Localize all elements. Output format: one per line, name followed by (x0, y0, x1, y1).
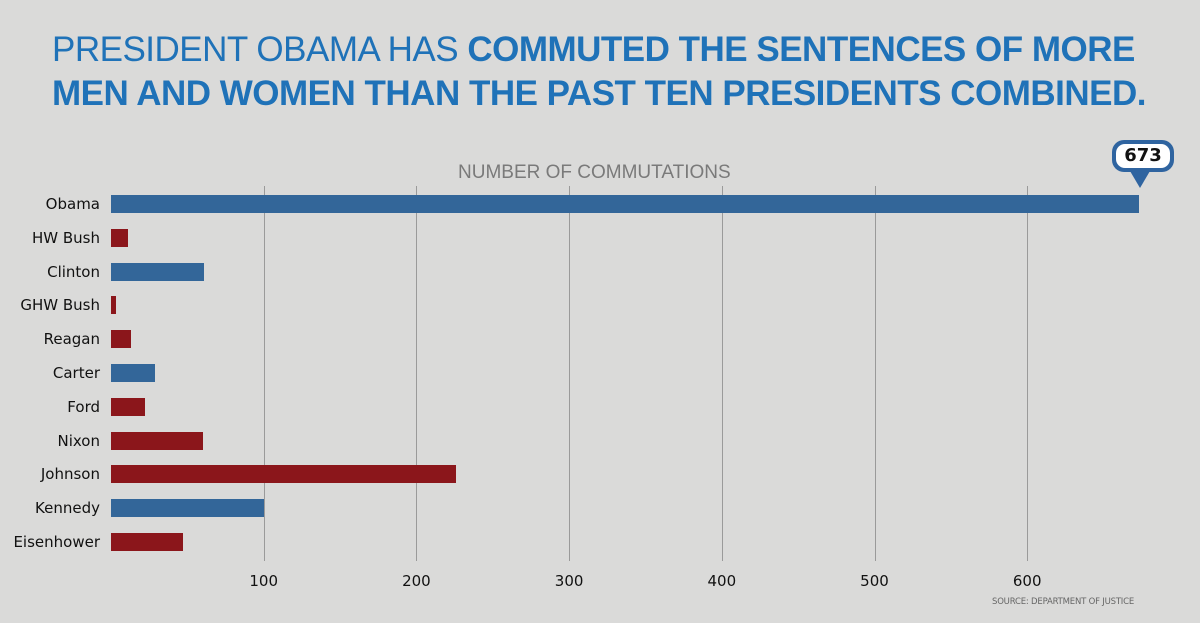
gridline (416, 186, 418, 561)
bar-ghw-bush (111, 296, 116, 315)
title-light: PRESIDENT OBAMA HAS (52, 30, 468, 69)
page-title: PRESIDENT OBAMA HAS COMMUTED THE SENTENC… (52, 28, 1172, 116)
category-label: Eisenhower (13, 533, 100, 551)
category-label: Carter (52, 364, 100, 382)
x-tick-label: 400 (707, 572, 737, 590)
bar-eisenhower (111, 533, 183, 551)
source-note: SOURCE: DEPARTMENT OF JUSTICE (992, 597, 1135, 607)
bar-carter (111, 364, 156, 382)
bar-clinton (111, 262, 205, 281)
category-label: Clinton (47, 262, 100, 281)
axis-title: NUMBER OF COMMUTATIONS (458, 162, 731, 183)
category-label: Nixon (57, 431, 101, 450)
bar-chart: Obama HW Bush Clinton GHW Bush Reagan Carter F… (13, 186, 1171, 561)
gridline (874, 186, 876, 561)
category-label: GHW Bush (20, 296, 100, 315)
gridline (1027, 186, 1029, 561)
category-label: Kennedy (35, 499, 100, 518)
gridline (569, 186, 571, 561)
bar-reagan (111, 330, 131, 349)
bar-johnson (111, 465, 457, 484)
bar-kennedy (111, 499, 264, 518)
category-label: Obama (45, 195, 100, 213)
callout-value: 673 (1116, 144, 1170, 168)
category-label: Reagan (43, 330, 100, 349)
x-tick-label: 500 (860, 572, 889, 590)
gridline (263, 186, 265, 561)
bar-hw-bush (111, 228, 128, 247)
category-label: Ford (67, 397, 100, 416)
title-bold: COMMUTED THE SENTENCES OF MORE MEN AND W… (52, 30, 1147, 113)
bar-nixon (111, 431, 203, 450)
gridline (721, 186, 723, 561)
x-tick-label: 600 (1012, 572, 1042, 590)
bar-ford (111, 397, 145, 416)
callout-pointer-icon (1130, 171, 1150, 188)
x-tick-label: 100 (249, 572, 279, 590)
bar-obama (111, 195, 1139, 213)
x-tick-label: 200 (402, 572, 431, 590)
category-label: Johnson (40, 465, 100, 484)
value-callout: 673 (1112, 140, 1174, 172)
x-tick-label: 300 (554, 572, 584, 590)
category-label: HW Bush (32, 228, 100, 247)
